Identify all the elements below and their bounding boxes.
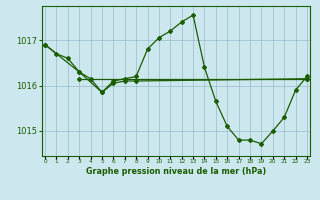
X-axis label: Graphe pression niveau de la mer (hPa): Graphe pression niveau de la mer (hPa) [86,167,266,176]
